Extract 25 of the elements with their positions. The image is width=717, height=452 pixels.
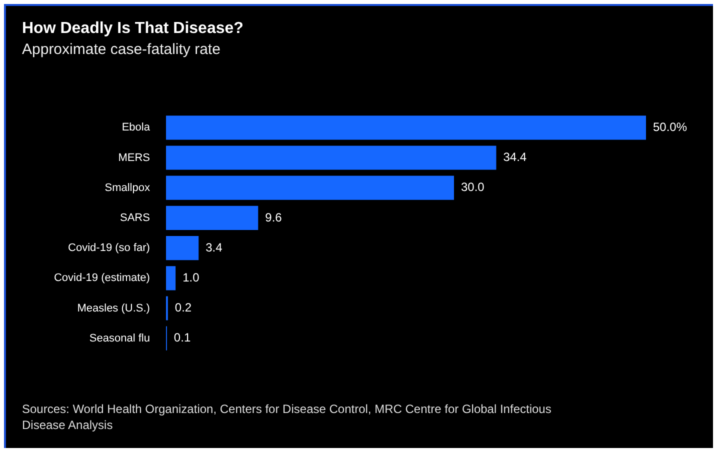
data-label: 30.0 <box>460 180 485 194</box>
bar <box>166 266 176 290</box>
data-label: 50.0% <box>653 120 688 134</box>
bar <box>166 176 454 200</box>
chart-subtitle: Approximate case-fatality rate <box>22 41 220 58</box>
y-tick-label: Measles (U.S.) <box>77 302 150 314</box>
bar <box>166 236 199 260</box>
data-label: 9.6 <box>265 210 282 224</box>
source-note: Sources: World Health Organization, Centers for Disease Control, MRC Centre for Global Infectious Disease Analysis <box>22 401 552 433</box>
y-tick-label: Ebola <box>122 122 151 134</box>
y-tick-label: Covid-19 (so far) <box>68 242 150 254</box>
chart-title: How Deadly Is That Disease? <box>22 20 244 38</box>
y-tick-label: Smallpox <box>104 182 150 194</box>
bar <box>166 206 258 230</box>
y-tick-label: MERS <box>118 152 150 164</box>
y-tick-label: SARS <box>120 212 150 224</box>
data-label: 1.0 <box>182 270 200 284</box>
data-label: 0.1 <box>174 330 191 345</box>
y-tick-label: Covid-19 (estimate) <box>54 272 150 284</box>
data-label: 0.2 <box>174 300 192 315</box>
bar <box>166 146 496 170</box>
data-label: 34.4 <box>503 150 527 164</box>
y-tick-label: Seasonal flu <box>89 332 150 344</box>
bar <box>166 116 646 140</box>
data-label: 3.4 <box>206 240 223 254</box>
